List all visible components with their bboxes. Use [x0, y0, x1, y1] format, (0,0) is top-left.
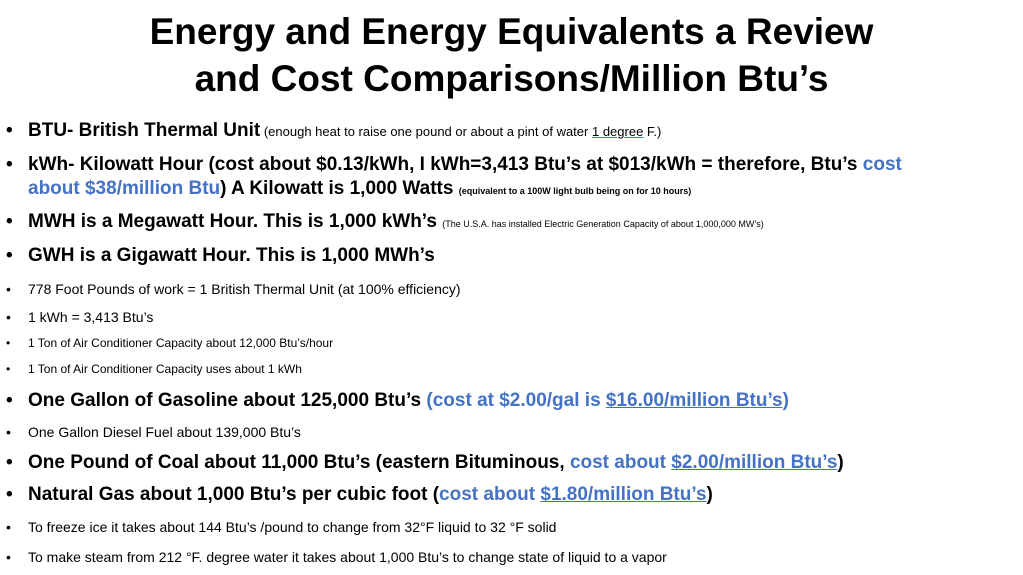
item-cost-end: ) — [782, 390, 789, 411]
bullet-icon: • — [6, 211, 13, 232]
bullet-icon: • — [6, 424, 11, 440]
item-note: (equivalent to a 100W light bulb being o… — [458, 186, 692, 196]
bullet-icon: • — [6, 362, 11, 376]
bullet-icon: • — [6, 281, 11, 297]
item-cost-end: ) — [837, 452, 844, 473]
item-cost-word: cost — [862, 154, 902, 175]
item-text: To make steam from 212 °F. degree water … — [28, 549, 667, 565]
item-cost: (cost at $2.00/gal is — [426, 390, 606, 411]
item-cost-value: $16.00/million Btu’s — [605, 390, 783, 411]
slide-title: Energy and Energy Equivalents a Review a… — [0, 8, 1023, 102]
bullet-icon: • — [6, 309, 11, 325]
title-line-1: Energy and Energy Equivalents a Review — [149, 11, 874, 52]
item-cost: about $38/million Btu — [28, 178, 221, 199]
item-text: 1 Ton of Air Conditioner Capacity about … — [28, 336, 334, 350]
item-text: One Gallon Diesel Fuel about 139,000 Btu… — [28, 424, 301, 440]
title-line-2: and Cost Comparisons/Million Btu’s — [194, 58, 829, 99]
item-cost-end: ) — [706, 484, 713, 505]
item-heading: kWh- Kilowatt Hour (cost about $0.13/kWh… — [28, 154, 863, 175]
item-heading: GWH is a Gigawatt Hour. This is 1,000 MW… — [28, 245, 435, 266]
bullet-icon: • — [6, 452, 13, 473]
bullet-icon: • — [6, 245, 13, 266]
item-text: 778 Foot Pounds of work = 1 British Ther… — [28, 281, 461, 297]
bullet-icon: • — [6, 484, 13, 505]
bullet-icon: • — [6, 519, 11, 535]
item-cost: cost about — [439, 484, 541, 505]
item-note-end: F.) — [643, 124, 662, 139]
item-heading: MWH is a Megawatt Hour. This is 1,000 kW… — [28, 211, 443, 232]
item-kilowatt: ) A Kilowatt is 1,000 Watts — [220, 178, 459, 199]
item-cost-value: $2.00/million Btu’s — [671, 452, 838, 473]
item-heading: BTU- British Thermal Unit — [28, 120, 261, 141]
item-note: (enough heat to raise one pound or about… — [260, 124, 592, 139]
item-heading: Natural Gas about 1,000 Btu’s per cubic … — [28, 484, 440, 505]
bullet-icon: • — [6, 154, 13, 175]
item-text: 1 Ton of Air Conditioner Capacity uses a… — [28, 362, 302, 376]
bullet-icon: • — [6, 120, 13, 141]
item-cost: cost about — [569, 452, 672, 473]
item-text: To freeze ice it takes about 144 Btu’s /… — [28, 519, 557, 535]
item-heading: One Gallon of Gasoline about 125,000 Btu… — [28, 390, 427, 411]
bullet-icon: • — [6, 390, 13, 411]
item-cost-value: $1.80/million Btu’s — [540, 484, 707, 505]
bullet-icon: • — [6, 549, 11, 565]
bullet-icon: • — [6, 336, 11, 350]
item-heading: One Pound of Coal about 11,000 Btu’s (ea… — [28, 452, 570, 473]
item-note-underlined: 1 degree — [591, 124, 644, 139]
item-text: 1 kWh = 3,413 Btu’s — [28, 309, 154, 325]
item-note: (The U.S.A. has installed Electric Gener… — [442, 219, 764, 229]
